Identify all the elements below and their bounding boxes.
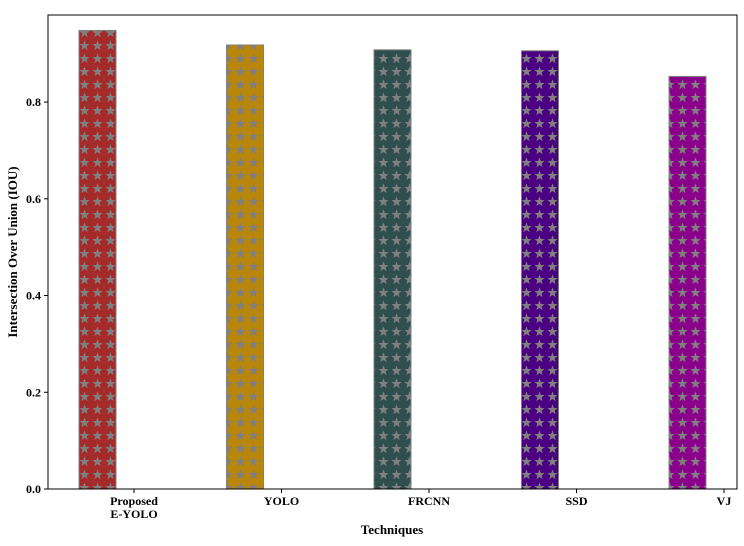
x-ticks-group: Proposed E-YOLO YOLO FRCNN SSD VJ <box>110 489 731 521</box>
x-tick-label: YOLO <box>264 494 299 508</box>
x-tick-label: Proposed E-YOLO <box>110 494 158 521</box>
x-tick-label: SSD <box>565 494 587 508</box>
bar-vj <box>668 75 707 490</box>
x-axis-label: Techniques <box>361 522 423 537</box>
y-tick-label: 0.8 <box>26 95 41 109</box>
y-tick-label: 0.4 <box>26 289 41 303</box>
bar-ssd <box>521 50 559 490</box>
y-tick-label: 0.0 <box>26 482 41 496</box>
y-tick-label: 0.2 <box>26 385 41 399</box>
x-tick-label: VJ <box>717 494 732 508</box>
bar-proposed-e-yolo <box>78 29 117 490</box>
plot-frame <box>47 14 738 490</box>
x-tick-label: FRCNN <box>408 494 450 508</box>
bar-yolo <box>226 44 264 490</box>
y-tick-label: 0.6 <box>26 192 41 206</box>
y-axis-label: Intersection Over Union (IOU) <box>5 166 20 337</box>
y-ticks-group: 0.0 0.2 0.4 0.6 0.8 <box>26 95 48 496</box>
bar-frcnn <box>373 49 412 490</box>
bars-group <box>78 29 707 490</box>
